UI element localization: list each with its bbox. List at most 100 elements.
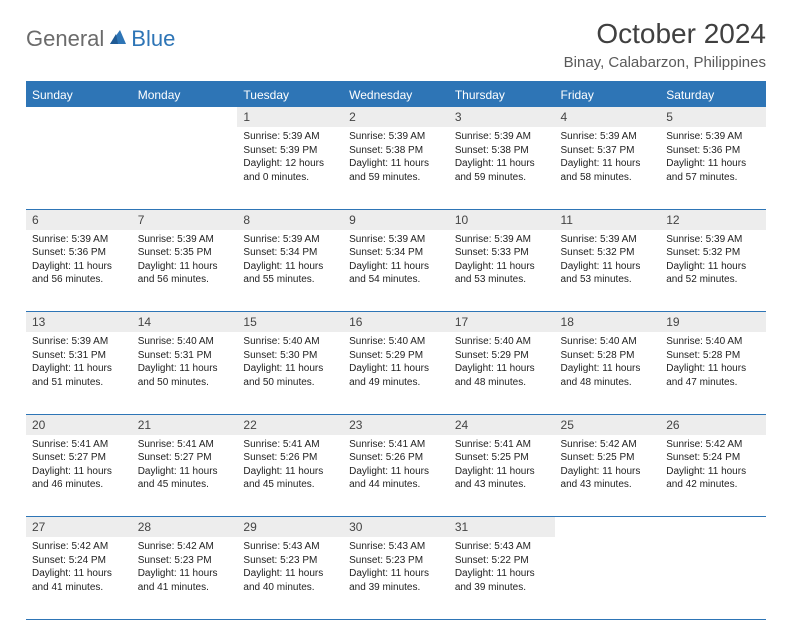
sunrise-text: Sunrise: 5:39 AM	[243, 233, 337, 247]
sunset-text: Sunset: 5:37 PM	[561, 144, 655, 158]
sunset-text: Sunset: 5:28 PM	[561, 349, 655, 363]
sunrise-text: Sunrise: 5:40 AM	[561, 335, 655, 349]
day-number-cell: 21	[132, 414, 238, 435]
daylight-text: Daylight: 11 hours and 39 minutes.	[349, 567, 443, 594]
day-content-cell: Sunrise: 5:43 AMSunset: 5:22 PMDaylight:…	[449, 537, 555, 619]
day-content-cell: Sunrise: 5:40 AMSunset: 5:29 PMDaylight:…	[449, 332, 555, 414]
day-content-cell: Sunrise: 5:39 AMSunset: 5:34 PMDaylight:…	[237, 230, 343, 312]
day-details: Sunrise: 5:40 AMSunset: 5:29 PMDaylight:…	[343, 332, 449, 395]
sunrise-text: Sunrise: 5:39 AM	[32, 335, 126, 349]
day-header: Saturday	[660, 82, 766, 107]
calendar-table: SundayMondayTuesdayWednesdayThursdayFrid…	[26, 81, 766, 620]
day-number: 5	[660, 107, 766, 127]
day-number-cell: 27	[26, 517, 132, 538]
daylight-text: Daylight: 11 hours and 55 minutes.	[243, 260, 337, 287]
day-details: Sunrise: 5:40 AMSunset: 5:31 PMDaylight:…	[132, 332, 238, 395]
day-number-cell: 28	[132, 517, 238, 538]
day-details: Sunrise: 5:42 AMSunset: 5:25 PMDaylight:…	[555, 435, 661, 498]
day-content-cell: Sunrise: 5:39 AMSunset: 5:34 PMDaylight:…	[343, 230, 449, 312]
day-details: Sunrise: 5:39 AMSunset: 5:34 PMDaylight:…	[343, 230, 449, 293]
day-number: 3	[449, 107, 555, 127]
daylight-text: Daylight: 12 hours and 0 minutes.	[243, 157, 337, 184]
day-content-cell: Sunrise: 5:42 AMSunset: 5:24 PMDaylight:…	[26, 537, 132, 619]
day-number-cell: 10	[449, 209, 555, 230]
day-details: Sunrise: 5:40 AMSunset: 5:28 PMDaylight:…	[555, 332, 661, 395]
sunset-text: Sunset: 5:33 PM	[455, 246, 549, 260]
daylight-text: Daylight: 11 hours and 59 minutes.	[349, 157, 443, 184]
daylight-text: Daylight: 11 hours and 41 minutes.	[138, 567, 232, 594]
day-content-cell: Sunrise: 5:41 AMSunset: 5:26 PMDaylight:…	[237, 435, 343, 517]
day-content-cell: Sunrise: 5:41 AMSunset: 5:26 PMDaylight:…	[343, 435, 449, 517]
day-content-cell: Sunrise: 5:40 AMSunset: 5:29 PMDaylight:…	[343, 332, 449, 414]
daylight-text: Daylight: 11 hours and 50 minutes.	[243, 362, 337, 389]
sunset-text: Sunset: 5:36 PM	[666, 144, 760, 158]
sunset-text: Sunset: 5:22 PM	[455, 554, 549, 568]
day-number: 15	[237, 312, 343, 332]
daylight-text: Daylight: 11 hours and 40 minutes.	[243, 567, 337, 594]
day-number-cell: 1	[237, 107, 343, 127]
daylight-text: Daylight: 11 hours and 56 minutes.	[138, 260, 232, 287]
daylight-text: Daylight: 11 hours and 39 minutes.	[455, 567, 549, 594]
sunset-text: Sunset: 5:23 PM	[138, 554, 232, 568]
week-daynum-row: 12345	[26, 107, 766, 127]
day-number: 8	[237, 210, 343, 230]
sunset-text: Sunset: 5:38 PM	[349, 144, 443, 158]
day-details: Sunrise: 5:39 AMSunset: 5:32 PMDaylight:…	[555, 230, 661, 293]
day-number: 17	[449, 312, 555, 332]
sunrise-text: Sunrise: 5:41 AM	[243, 438, 337, 452]
day-number: 20	[26, 415, 132, 435]
day-number-cell: 14	[132, 312, 238, 333]
day-number: 10	[449, 210, 555, 230]
day-number-cell	[555, 517, 661, 538]
day-details: Sunrise: 5:41 AMSunset: 5:26 PMDaylight:…	[343, 435, 449, 498]
day-number-cell: 25	[555, 414, 661, 435]
day-number-cell: 3	[449, 107, 555, 127]
day-content-cell	[555, 537, 661, 619]
day-number: 19	[660, 312, 766, 332]
sunset-text: Sunset: 5:38 PM	[455, 144, 549, 158]
day-content-cell: Sunrise: 5:39 AMSunset: 5:32 PMDaylight:…	[660, 230, 766, 312]
daylight-text: Daylight: 11 hours and 51 minutes.	[32, 362, 126, 389]
day-header: Thursday	[449, 82, 555, 107]
calendar-header-row: SundayMondayTuesdayWednesdayThursdayFrid…	[26, 82, 766, 107]
sunrise-text: Sunrise: 5:42 AM	[32, 540, 126, 554]
sunset-text: Sunset: 5:35 PM	[138, 246, 232, 260]
day-content-cell: Sunrise: 5:42 AMSunset: 5:25 PMDaylight:…	[555, 435, 661, 517]
day-number: 4	[555, 107, 661, 127]
day-header: Tuesday	[237, 82, 343, 107]
day-number: 1	[237, 107, 343, 127]
day-content-cell: Sunrise: 5:39 AMSunset: 5:32 PMDaylight:…	[555, 230, 661, 312]
sunrise-text: Sunrise: 5:43 AM	[455, 540, 549, 554]
daylight-text: Daylight: 11 hours and 49 minutes.	[349, 362, 443, 389]
day-details: Sunrise: 5:40 AMSunset: 5:28 PMDaylight:…	[660, 332, 766, 395]
day-number-cell: 13	[26, 312, 132, 333]
day-header: Friday	[555, 82, 661, 107]
day-number: 13	[26, 312, 132, 332]
sunset-text: Sunset: 5:36 PM	[32, 246, 126, 260]
day-content-cell	[132, 127, 238, 209]
week-content-row: Sunrise: 5:42 AMSunset: 5:24 PMDaylight:…	[26, 537, 766, 619]
day-number-cell: 23	[343, 414, 449, 435]
sunset-text: Sunset: 5:29 PM	[349, 349, 443, 363]
day-number: 23	[343, 415, 449, 435]
day-number-cell: 29	[237, 517, 343, 538]
sunrise-text: Sunrise: 5:39 AM	[349, 130, 443, 144]
sunrise-text: Sunrise: 5:42 AM	[666, 438, 760, 452]
day-number: 12	[660, 210, 766, 230]
daylight-text: Daylight: 11 hours and 53 minutes.	[561, 260, 655, 287]
daylight-text: Daylight: 11 hours and 45 minutes.	[138, 465, 232, 492]
sunset-text: Sunset: 5:32 PM	[561, 246, 655, 260]
day-number: 27	[26, 517, 132, 537]
day-number: 14	[132, 312, 238, 332]
sunrise-text: Sunrise: 5:39 AM	[138, 233, 232, 247]
day-content-cell: Sunrise: 5:39 AMSunset: 5:33 PMDaylight:…	[449, 230, 555, 312]
header: General Blue October 2024 Binay, Calabar…	[26, 18, 766, 71]
sunrise-text: Sunrise: 5:40 AM	[666, 335, 760, 349]
week-daynum-row: 6789101112	[26, 209, 766, 230]
day-details: Sunrise: 5:43 AMSunset: 5:23 PMDaylight:…	[237, 537, 343, 600]
sunrise-text: Sunrise: 5:39 AM	[349, 233, 443, 247]
day-content-cell: Sunrise: 5:39 AMSunset: 5:36 PMDaylight:…	[26, 230, 132, 312]
day-details: Sunrise: 5:42 AMSunset: 5:24 PMDaylight:…	[26, 537, 132, 600]
logo-sail-icon	[108, 28, 128, 51]
day-details: Sunrise: 5:39 AMSunset: 5:31 PMDaylight:…	[26, 332, 132, 395]
